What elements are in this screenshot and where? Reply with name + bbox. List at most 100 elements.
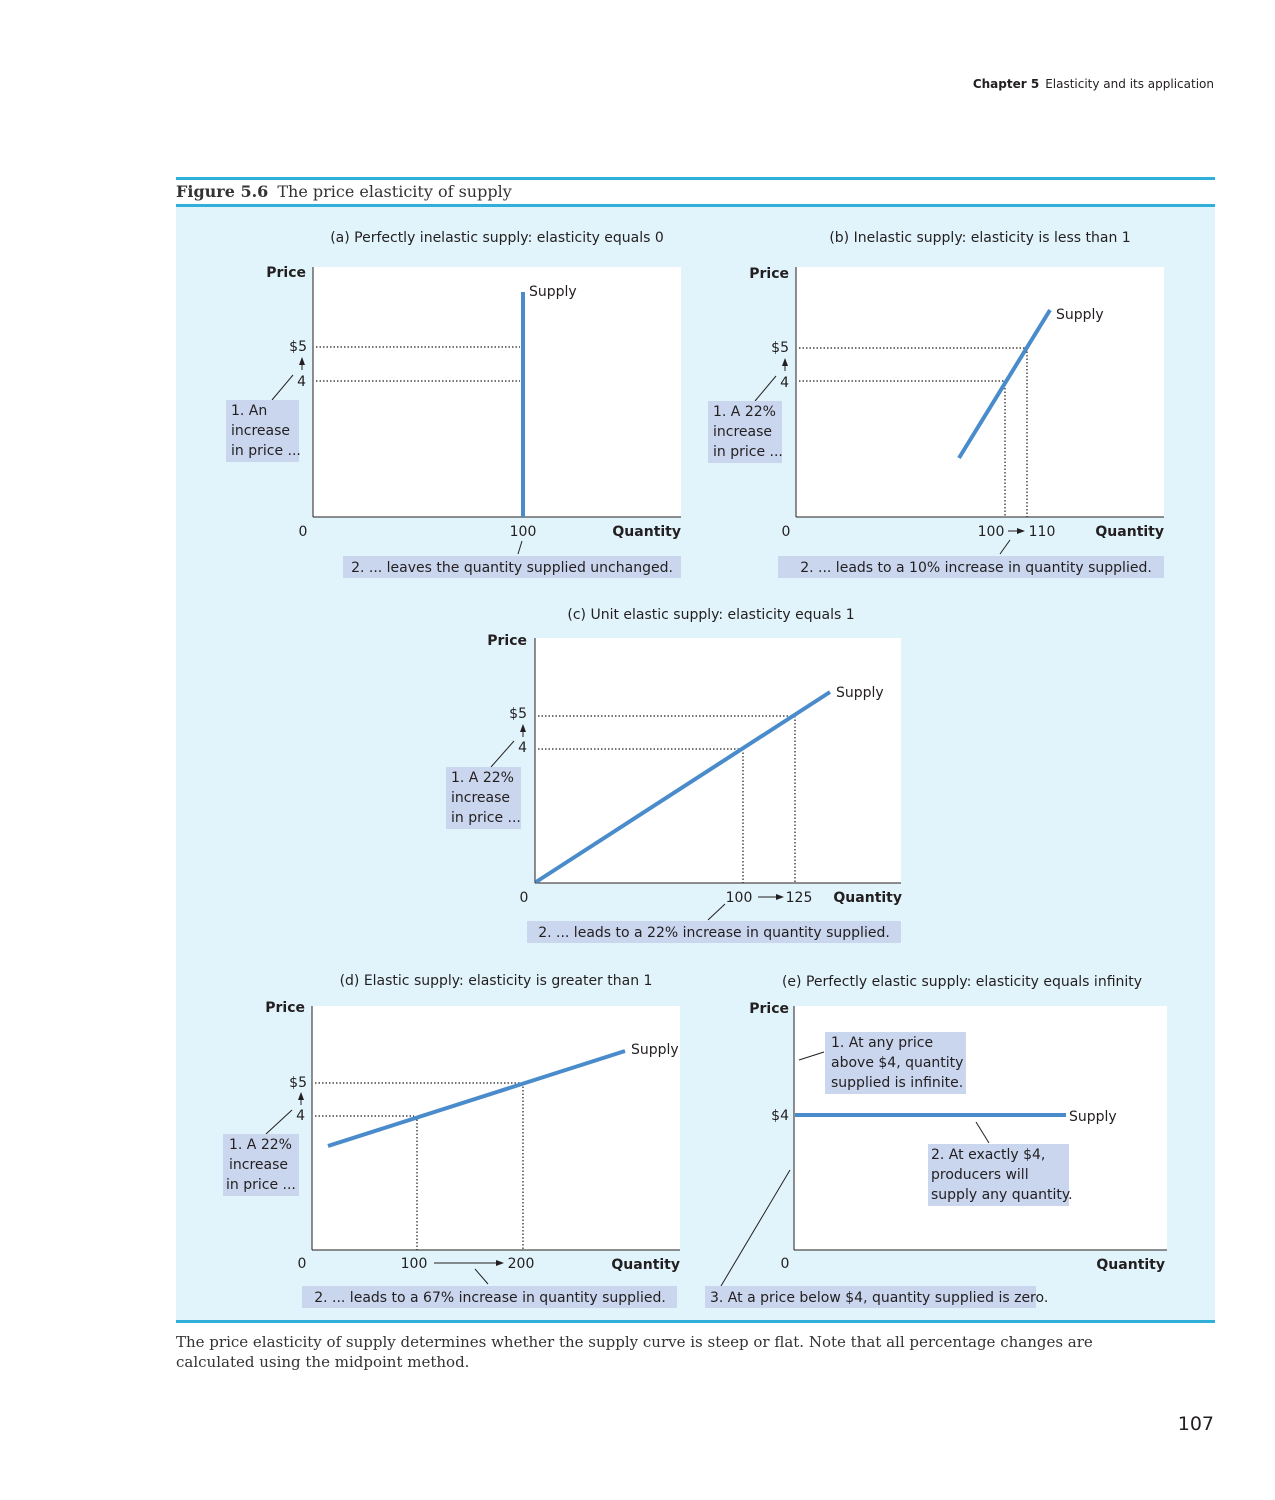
panel-d-origin: 0 <box>298 1256 307 1272</box>
panel-d-note-1-line-1: 1. A 22% <box>229 1137 292 1153</box>
figure-bottom-rule <box>176 1320 1215 1323</box>
panel-c-note-1-line-2: increase <box>451 790 510 806</box>
panel-e-note-1: 1. At any price above $4, quantity suppl… <box>831 1035 968 1091</box>
panel-a-note-1-line-2: increase <box>231 423 290 439</box>
panel-b-leader-2 <box>999 539 1011 555</box>
panel-b: (b) Inelastic supply: elasticity is less… <box>708 230 1164 578</box>
panel-a-note-2: 2. ... leaves the quantity supplied unch… <box>351 560 673 576</box>
panel-c-note-2-box <box>527 921 901 943</box>
panel-b-price-label: Price <box>749 266 789 282</box>
panel-c-title: (c) Unit elastic supply: elasticity equa… <box>567 607 854 623</box>
panel-a-price-tick-5: $5 <box>289 339 307 355</box>
running-header: Chapter 5 Elasticity and its application <box>973 77 1214 91</box>
panel-e-note-2-line-1: 2. At exactly $4, <box>931 1147 1045 1163</box>
panel-a-quantity-tick: 100 <box>510 524 537 540</box>
panel-a-supply-label: Supply <box>529 284 577 300</box>
panel-c-note-1: 1. A 22% increase in price ... <box>451 770 521 826</box>
panel-a-price-tick-4: 4 <box>297 374 306 390</box>
panel-a-price-label: Price <box>266 265 306 281</box>
chapter-label: Chapter 5 <box>972 77 1040 91</box>
panel-c-supply-curve <box>534 690 832 884</box>
panel-a-plot-area <box>313 267 681 517</box>
panel-d-note-1-box <box>223 1134 299 1196</box>
panel-e-price-tick-4: $4 <box>771 1108 789 1124</box>
figure-label: Figure 5.6 <box>176 182 269 201</box>
panel-b-note-1-box <box>708 401 782 463</box>
panel-d-quantity-tick-100: 100 <box>401 1256 428 1272</box>
panel-d-note-1-line-3: in price ... <box>226 1177 296 1193</box>
panel-c-origin: 0 <box>520 890 529 906</box>
panel-a-leader-1 <box>271 374 294 401</box>
panel-a: (a) Perfectly inelastic supply: elastici… <box>226 230 681 578</box>
panel-b-origin: 0 <box>782 524 791 540</box>
panel-d-note-1: 1. A 22% increase in price ... <box>226 1137 296 1193</box>
panel-b-title: (b) Inelastic supply: elasticity is less… <box>829 230 1130 246</box>
panel-e-note-2-line-3: supply any quantity. <box>931 1187 1073 1203</box>
panel-e-price-label: Price <box>749 1001 789 1017</box>
panel-e-note-3: 3. At a price below $4, quantity supplie… <box>710 1290 1048 1306</box>
panel-e-title: (e) Perfectly elastic supply: elasticity… <box>782 974 1142 990</box>
panel-b-note-1: 1. A 22% increase in price ... <box>713 404 783 460</box>
panel-e-leader-1 <box>798 1051 825 1061</box>
panel-e-note-2: 2. At exactly $4, producers will supply … <box>931 1147 1073 1203</box>
panel-e-supply-label: Supply <box>1069 1109 1117 1125</box>
panel-b-quantity-tick-110: 110 <box>1029 524 1056 540</box>
panel-b-note-1-line-3: in price ... <box>713 444 783 460</box>
panel-d-title: (d) Elastic supply: elasticity is greate… <box>340 973 653 989</box>
panel-c-quantity-tick-125: 125 <box>786 890 813 906</box>
panel-b-note-2: 2. ... leads to a 10% increase in quanti… <box>800 560 1152 576</box>
panel-b-quantity-label: Quantity <box>1095 524 1164 540</box>
panel-b-supply-curve <box>957 308 1052 460</box>
panel-d-quantity-label: Quantity <box>611 1257 680 1273</box>
panel-d-quantity-tick-200: 200 <box>508 1256 535 1272</box>
panel-c-price-label: Price <box>487 633 527 649</box>
panel-a-title: (a) Perfectly inelastic supply: elastici… <box>330 230 664 246</box>
figure-title-text: The price elasticity of supply <box>277 182 512 201</box>
panel-a-origin: 0 <box>299 524 308 540</box>
panel-c-price-tick-5: $5 <box>509 706 527 722</box>
panel-d-note-1-line-2: increase <box>229 1157 288 1173</box>
panel-c-note-2: 2. ... leads to a 22% increase in quanti… <box>538 925 890 941</box>
figure-header-rule <box>176 204 1215 207</box>
panel-a-note-1-line-3: in price ... <box>231 443 301 459</box>
panel-c-price-tick-4: 4 <box>518 740 527 756</box>
panel-e-note-1-line-1: 1. At any price <box>831 1035 933 1051</box>
figure-title: Figure 5.6 The price elasticity of suppl… <box>176 182 512 201</box>
panel-c-quantity-label: Quantity <box>833 890 902 906</box>
panel-e-note-2-box <box>928 1144 1069 1206</box>
panel-c-note-1-line-3: in price ... <box>451 810 521 826</box>
panel-d-supply-label: Supply <box>631 1042 679 1058</box>
panel-c-note-1-box <box>446 767 521 829</box>
panel-e-leader-3 <box>720 1169 791 1287</box>
panel-b-plot-area <box>796 267 1164 517</box>
panel-a-note-1-box <box>226 400 299 462</box>
panel-e-origin: 0 <box>781 1256 790 1272</box>
panel-d-supply-curve <box>327 1049 626 1148</box>
panel-d: (d) Elastic supply: elasticity is greate… <box>223 973 680 1308</box>
panel-b-price-tick-5: $5 <box>771 340 789 356</box>
figure-caption: The price elasticity of supply determine… <box>176 1333 1093 1371</box>
panel-c-note-1-line-1: 1. A 22% <box>451 770 514 786</box>
panel-d-leader-1 <box>265 1109 293 1135</box>
panel-e-leader-2 <box>975 1121 990 1144</box>
panel-a-leader-2 <box>517 540 523 555</box>
chapter-title: Elasticity and its application <box>1045 77 1214 91</box>
panel-d-note-2: 2. ... leads to a 67% increase in quanti… <box>314 1290 666 1306</box>
panel-e-note-3-box <box>705 1286 1036 1308</box>
panel-d-price-tick-4: 4 <box>296 1108 305 1124</box>
figure-top-rule <box>176 177 1215 180</box>
panel-b-supply-label: Supply <box>1056 307 1104 323</box>
panel-e-note-1-line-3: supplied is infinite. <box>831 1075 963 1091</box>
panel-b-price-tick-4: 4 <box>780 375 789 391</box>
panel-e-note-1-box <box>825 1032 966 1094</box>
panel-a-note-1-line-1: 1. An <box>231 403 267 419</box>
panel-e-note-2-line-2: producers will <box>931 1167 1029 1183</box>
panel-c-quantity-tick-100: 100 <box>726 890 753 906</box>
panel-d-price-label: Price <box>265 1000 305 1016</box>
panel-b-quantity-tick-100: 100 <box>978 524 1005 540</box>
panel-e: (e) Perfectly elastic supply: elasticity… <box>705 974 1167 1308</box>
panel-b-note-2-box <box>778 556 1164 578</box>
panel-a-note-2-box <box>343 556 681 578</box>
panel-d-plot-area <box>312 1006 680 1250</box>
